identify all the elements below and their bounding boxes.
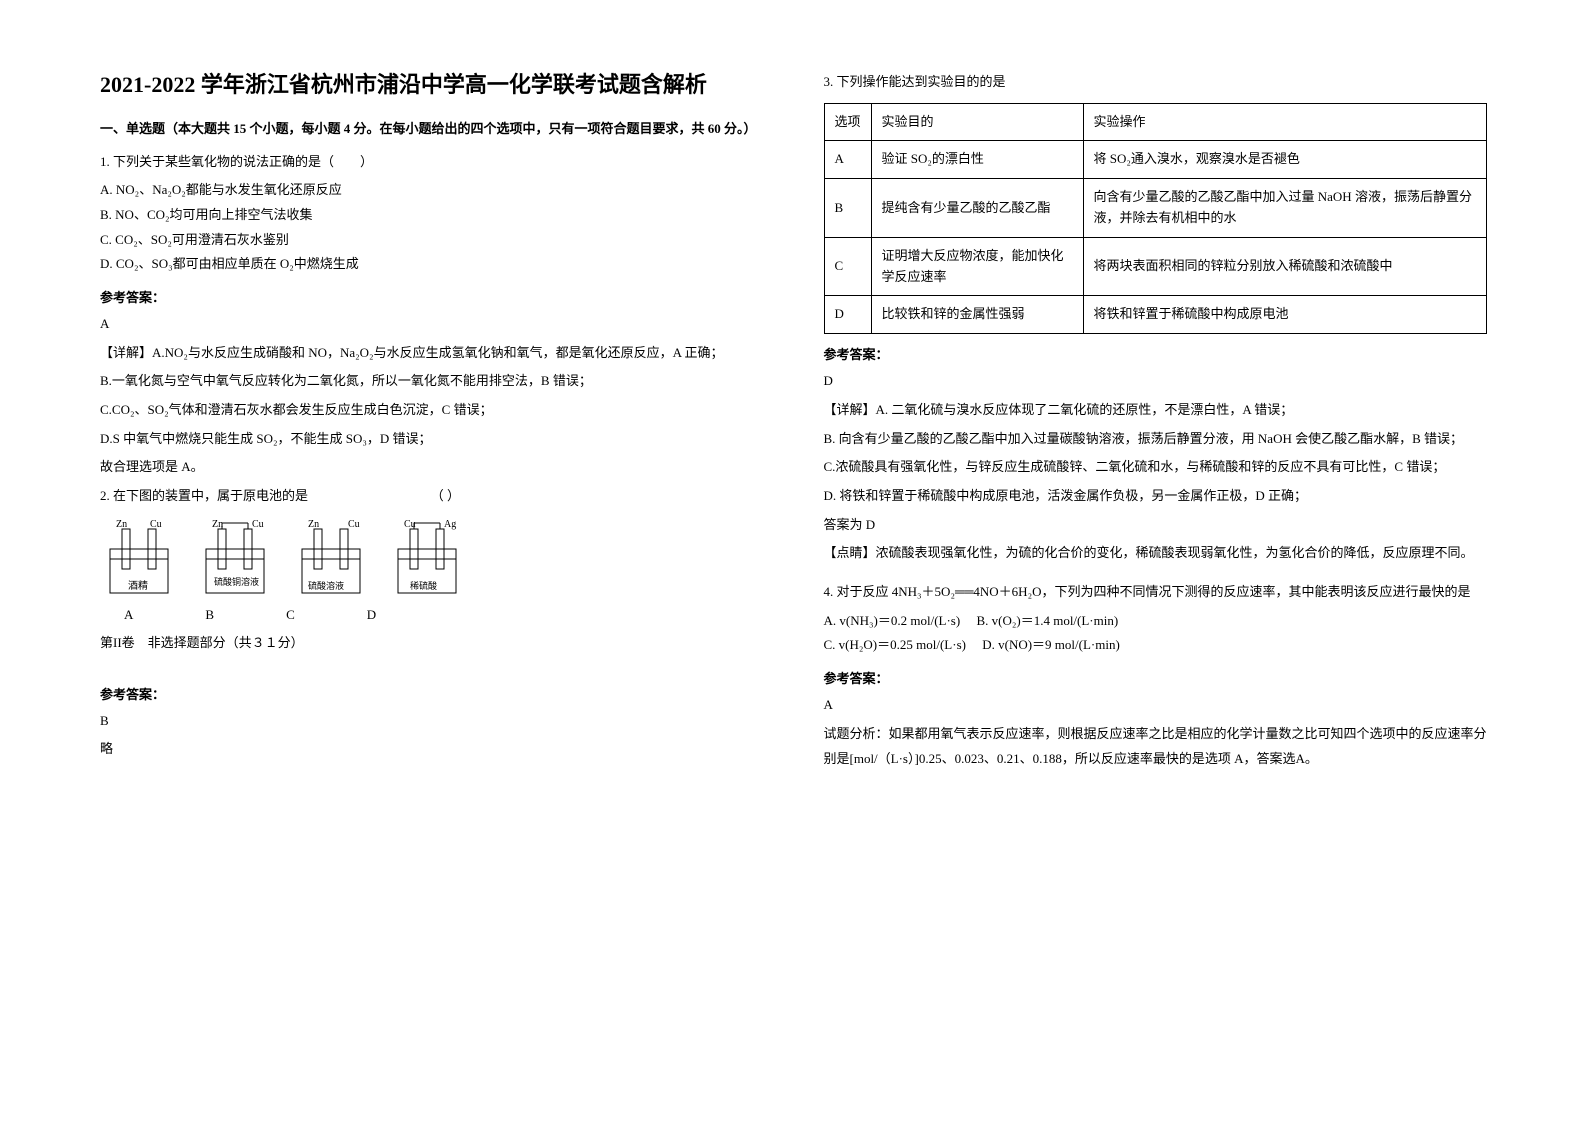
svg-text:硫酸溶液: 硫酸溶液 xyxy=(308,580,344,591)
q3-explain-6: 【点睛】浓硫酸表现强氧化性，为硫的化合价的变化，稀硫酸表现弱氧化性，为氢化合价的… xyxy=(824,541,1488,566)
q2-explain: 略 xyxy=(100,737,764,762)
q3-explain-2: B. 向含有少量乙酸的乙酸乙酯中加入过量碳酸钠溶液，振荡后静置分液，用 NaOH… xyxy=(824,427,1488,452)
left-column: 2021-2022 学年浙江省杭州市浦沿中学高一化学联考试题含解析 一、单选题（… xyxy=(100,70,764,1082)
cell-d-svg: Cu Ag 稀硫酸 xyxy=(388,519,466,601)
q2-diagram-row: Zn Cu 酒精 Zn Cu 硫酸铜溶液 xyxy=(100,519,764,601)
th-option: 选项 xyxy=(824,103,871,141)
q1-explain-4: D.S 中氧气中燃烧只能生成 SO₂，不能生成 SO₃，D 错误； xyxy=(100,427,764,452)
cell-a-svg: Zn Cu 酒精 xyxy=(100,519,178,601)
q2-label-a: A xyxy=(124,607,133,623)
q1-explain-2: B.一氧化氮与空气中氧气反应转化为二氧化氮，所以一氧化氮不能用排空法，B 错误； xyxy=(100,369,764,394)
q4-opt-row2: C. v(H₂O)＝0.25 mol/(L·s) D. v(NO)＝9 mol/… xyxy=(824,633,1488,658)
q3-stem: 3. 下列操作能达到实验目的的是 xyxy=(824,70,1488,95)
q1-stem: 1. 下列关于某些氧化物的说法正确的是（ ） xyxy=(100,150,764,175)
exam-title: 2021-2022 学年浙江省杭州市浦沿中学高一化学联考试题含解析 xyxy=(100,70,764,101)
cell-b-op: 向含有少量乙酸的乙酸乙酯中加入过量 NaOH 溶液，振荡后静置分液，并除去有机相… xyxy=(1083,179,1486,238)
q2-stem: 2. 在下图的装置中，属于原电池的是 xyxy=(100,484,308,509)
q2-answer: B xyxy=(100,709,764,734)
cell-d-opt: D xyxy=(824,296,871,334)
q2-label-row: A B C D xyxy=(124,607,764,623)
q2-answer-label: 参考答案： xyxy=(100,684,764,703)
part2-note: 第II卷 非选择题部分（共３１分） xyxy=(100,631,764,656)
cell-c-svg: Zn Cu 硫酸溶液 xyxy=(292,519,370,601)
svg-text:Cu: Cu xyxy=(404,519,416,530)
q1-opt-b: B. NO、CO₂均可用向上排空气法收集 xyxy=(100,203,764,228)
q4-answer: A xyxy=(824,693,1488,718)
svg-text:Zn: Zn xyxy=(116,519,127,530)
q1-opt-a: A. NO₂、Na₂O₂都能与水发生氧化还原反应 xyxy=(100,178,764,203)
q1-answer-label: 参考答案： xyxy=(100,287,764,306)
q4-stem: 4. 对于反应 4NH₃＋5O₂══4NO＋6H₂O，下列为四种不同情况下测得的… xyxy=(824,580,1488,605)
right-column: 3. 下列操作能达到实验目的的是 选项 实验目的 实验操作 A 验证 SO₂的漂… xyxy=(824,70,1488,1082)
svg-text:Cu: Cu xyxy=(348,519,360,530)
cell-b-purpose: 提纯含有少量乙酸的乙酸乙酯 xyxy=(871,179,1083,238)
q2-label-b: B xyxy=(205,607,214,623)
table-row: A 验证 SO₂的漂白性 将 SO₂通入溴水，观察溴水是否褪色 xyxy=(824,141,1487,179)
q4-opt-row1: A. v(NH₃)＝0.2 mol/(L·s) B. v(O₂)＝1.4 mol… xyxy=(824,609,1488,634)
cell-c-purpose: 证明增大反应物浓度，能加快化学反应速率 xyxy=(871,237,1083,296)
q2-paren: （ ） xyxy=(431,484,460,509)
svg-text:Ag: Ag xyxy=(444,519,456,530)
svg-text:酒精: 酒精 xyxy=(128,579,148,592)
q4-explain: 试题分析：如果都用氧气表示反应速率，则根据反应速率之比是相应的化学计量数之比可知… xyxy=(824,722,1488,771)
th-operation: 实验操作 xyxy=(1083,103,1486,141)
svg-text:Cu: Cu xyxy=(150,519,162,530)
q4-opt-c: C. v(H₂O)＝0.25 mol/(L·s) xyxy=(824,637,966,652)
cell-a-opt: A xyxy=(824,141,871,179)
q2-label-d: D xyxy=(367,607,376,623)
q3-answer: D xyxy=(824,369,1488,394)
q3-explain-4: D. 将铁和锌置于稀硫酸中构成原电池，活泼金属作负极，另一金属作正极，D 正确； xyxy=(824,484,1488,509)
cell-a-purpose: 验证 SO₂的漂白性 xyxy=(871,141,1083,179)
cell-d-purpose: 比较铁和锌的金属性强弱 xyxy=(871,296,1083,334)
svg-text:稀硫酸: 稀硫酸 xyxy=(410,580,437,591)
table-row: B 提纯含有少量乙酸的乙酸乙酯 向含有少量乙酸的乙酸乙酯中加入过量 NaOH 溶… xyxy=(824,179,1487,238)
q4-opt-b: B. v(O₂)＝1.4 mol/(L·min) xyxy=(976,613,1118,628)
cell-b-opt: B xyxy=(824,179,871,238)
q1-answer: A xyxy=(100,312,764,337)
q1-explain-3: C.CO₂、SO₂气体和澄清石灰水都会发生反应生成白色沉淀，C 错误； xyxy=(100,398,764,423)
svg-text:Cu: Cu xyxy=(252,519,264,530)
cell-c-op: 将两块表面积相同的锌粒分别放入稀硫酸和浓硫酸中 xyxy=(1083,237,1486,296)
q3-explain-3: C.浓硫酸具有强氧化性，与锌反应生成硫酸锌、二氧化硫和水，与稀硫酸和锌的反应不具… xyxy=(824,455,1488,480)
q4-opt-a: A. v(NH₃)＝0.2 mol/(L·s) xyxy=(824,613,961,628)
cell-d-op: 将铁和锌置于稀硫酸中构成原电池 xyxy=(1083,296,1486,334)
svg-text:Zn: Zn xyxy=(212,519,223,530)
cell-b-svg: Zn Cu 硫酸铜溶液 xyxy=(196,519,274,601)
q1-opt-c: C. CO₂、SO₂可用澄清石灰水鉴别 xyxy=(100,228,764,253)
table-row: C 证明增大反应物浓度，能加快化学反应速率 将两块表面积相同的锌粒分别放入稀硫酸… xyxy=(824,237,1487,296)
q2-label-c: C xyxy=(286,607,295,623)
table-header-row: 选项 实验目的 实验操作 xyxy=(824,103,1487,141)
q3-explain-5: 答案为 D xyxy=(824,513,1488,538)
q3-explain-1: 【详解】A. 二氧化硫与溴水反应体现了二氧化硫的还原性，不是漂白性，A 错误； xyxy=(824,398,1488,423)
svg-text:Zn: Zn xyxy=(308,519,319,530)
q1-explain-1: 【详解】A.NO₂与水反应生成硝酸和 NO，Na₂O₂与水反应生成氢氧化钠和氧气… xyxy=(100,341,764,366)
device-b: Zn Cu 硫酸铜溶液 xyxy=(196,519,274,601)
q3-table: 选项 实验目的 实验操作 A 验证 SO₂的漂白性 将 SO₂通入溴水，观察溴水… xyxy=(824,103,1488,335)
q4-opt-d: D. v(NO)＝9 mol/(L·min) xyxy=(982,637,1120,652)
device-a: Zn Cu 酒精 xyxy=(100,519,178,601)
th-purpose: 实验目的 xyxy=(871,103,1083,141)
cell-a-op: 将 SO₂通入溴水，观察溴水是否褪色 xyxy=(1083,141,1486,179)
device-c: Zn Cu 硫酸溶液 xyxy=(292,519,370,601)
q1-opt-d: D. CO₂、SO₃都可由相应单质在 O₂中燃烧生成 xyxy=(100,252,764,277)
cell-c-opt: C xyxy=(824,237,871,296)
section-1-heading: 一、单选题（本大题共 15 个小题，每小题 4 分。在每小题给出的四个选项中，只… xyxy=(100,119,764,140)
q4-answer-label: 参考答案： xyxy=(824,668,1488,687)
device-d: Cu Ag 稀硫酸 xyxy=(388,519,466,601)
q2-stem-row: 2. 在下图的装置中，属于原电池的是 （ ） xyxy=(100,484,460,509)
q1-explain-5: 故合理选项是 A。 xyxy=(100,455,764,480)
svg-text:硫酸铜溶液: 硫酸铜溶液 xyxy=(214,576,259,587)
q3-answer-label: 参考答案： xyxy=(824,344,1488,363)
table-row: D 比较铁和锌的金属性强弱 将铁和锌置于稀硫酸中构成原电池 xyxy=(824,296,1487,334)
